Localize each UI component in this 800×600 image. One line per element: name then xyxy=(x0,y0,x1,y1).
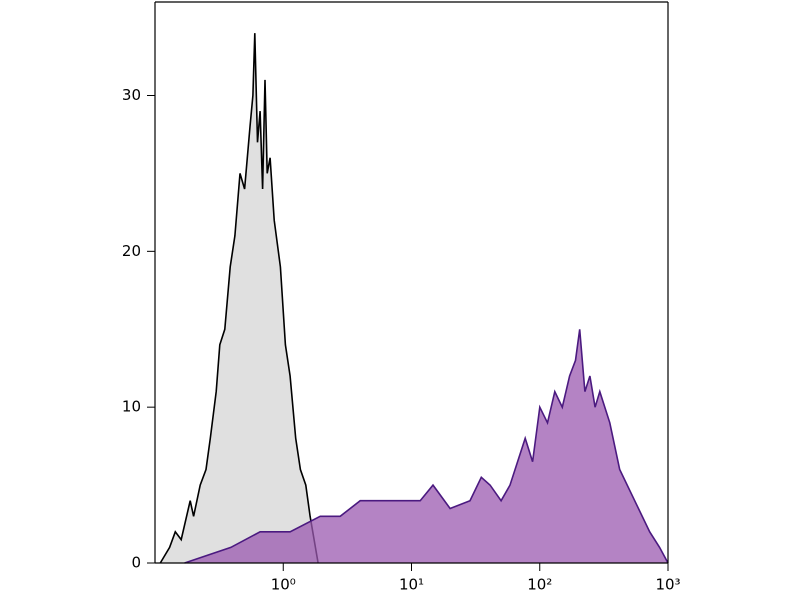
y-tick-label: 30 xyxy=(122,86,141,104)
histogram-area xyxy=(160,33,319,563)
y-tick-label: 0 xyxy=(131,554,141,572)
x-tick-label: 10³ xyxy=(655,576,680,594)
histogram-line xyxy=(184,329,669,564)
y-tick-label: 20 xyxy=(122,242,141,260)
histogram-area xyxy=(184,329,668,563)
x-tick-label: 10² xyxy=(527,576,552,594)
x-tick-label: 10¹ xyxy=(399,576,424,594)
y-tick-label: 10 xyxy=(122,398,141,416)
x-tick-label: 10⁰ xyxy=(271,576,296,594)
histogram-line xyxy=(159,33,319,564)
